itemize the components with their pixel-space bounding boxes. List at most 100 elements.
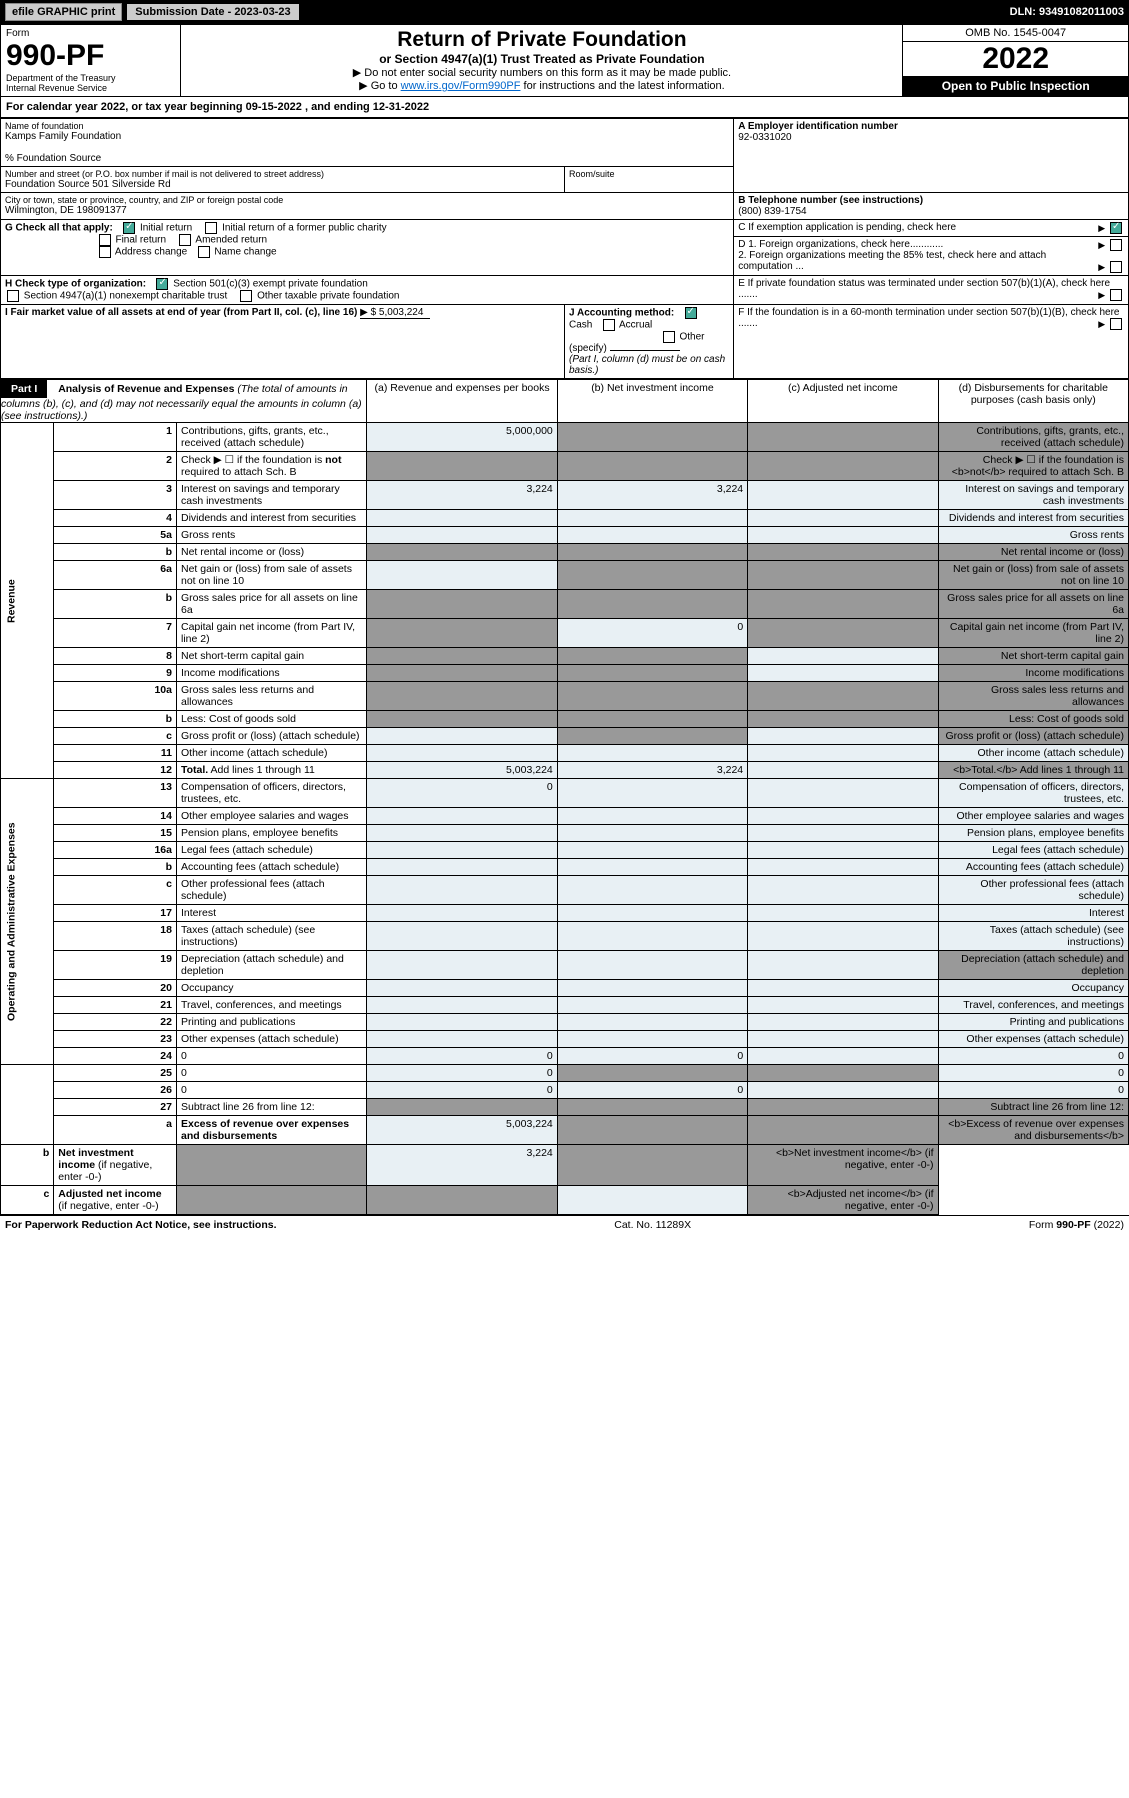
value-cell-b (557, 682, 747, 711)
row-description: Capital gain net income (from Part IV, l… (176, 619, 366, 648)
row-number: 13 (54, 779, 177, 808)
initial-public-checkbox[interactable] (205, 222, 217, 234)
h-other-checkbox[interactable] (240, 290, 252, 302)
value-cell-a (367, 682, 557, 711)
value-cell-a: 5,003,224 (367, 762, 557, 779)
h-opt-1: Section 4947(a)(1) nonexempt charitable … (24, 291, 227, 302)
d1-checkbox[interactable] (1110, 239, 1122, 251)
row-description: Printing and publications (176, 1014, 366, 1031)
efile-print-button[interactable]: efile GRAPHIC print (5, 3, 122, 21)
g-label: G Check all that apply: (5, 223, 113, 234)
j-accrual-checkbox[interactable] (603, 319, 615, 331)
value-cell-b (557, 561, 747, 590)
value-cell-a (367, 745, 557, 762)
value-cell-b (367, 1186, 557, 1215)
address-change-checkbox[interactable] (99, 246, 111, 258)
g-opt-2: Final return (115, 235, 166, 246)
value-cell-b: 0 (557, 619, 747, 648)
value-cell-d: Interest on savings and temporary cash i… (938, 481, 1128, 510)
row-description: Compensation of officers, directors, tru… (176, 779, 366, 808)
d2-checkbox[interactable] (1110, 261, 1122, 273)
form-header-table: Form 990-PF Department of the Treasury I… (0, 24, 1129, 97)
irs-label: Internal Revenue Service (6, 83, 175, 93)
row-description: Adjusted net income (if negative, enter … (54, 1186, 177, 1215)
row-number: 17 (54, 905, 177, 922)
value-cell-c (748, 997, 938, 1014)
value-cell-a: 0 (367, 1082, 557, 1099)
value-cell-a: 0 (367, 1048, 557, 1065)
value-cell-c (748, 619, 938, 648)
value-cell-d: 0 (938, 1048, 1128, 1065)
row-number: 7 (54, 619, 177, 648)
value-cell-d: Interest (938, 905, 1128, 922)
row-number: 15 (54, 825, 177, 842)
j-cash-checkbox[interactable] (685, 307, 697, 319)
value-cell-a (367, 527, 557, 544)
row-number: c (54, 728, 177, 745)
phone-label: B Telephone number (see instructions) (738, 195, 1124, 206)
row-number: 12 (54, 762, 177, 779)
value-cell-a (367, 825, 557, 842)
g-opt-1: Initial return of a former public charit… (222, 223, 387, 234)
name-change-checkbox[interactable] (198, 246, 210, 258)
j-other-checkbox[interactable] (663, 331, 675, 343)
value-cell-a (367, 711, 557, 728)
part1-title: Analysis of Revenue and Expenses (58, 383, 234, 395)
row-number: 3 (54, 481, 177, 510)
row-description: Pension plans, employee benefits (176, 825, 366, 842)
value-cell-d: Check ▶ ☐ if the foundation is <b>not</b… (938, 452, 1128, 481)
value-cell-b (557, 544, 747, 561)
row-description: Occupancy (176, 980, 366, 997)
value-cell-a (367, 510, 557, 527)
value-cell-d: Gross rents (938, 527, 1128, 544)
value-cell-c (748, 922, 938, 951)
row-number: 2 (54, 452, 177, 481)
row-number: 6a (54, 561, 177, 590)
addr-label: Number and street (or P.O. box number if… (5, 169, 560, 179)
row-number: 20 (54, 980, 177, 997)
value-cell-b (557, 997, 747, 1014)
value-cell-a (367, 905, 557, 922)
value-cell-d: Other employee salaries and wages (938, 808, 1128, 825)
value-cell-c (748, 1048, 938, 1065)
row-number: c (54, 876, 177, 905)
f-checkbox[interactable] (1110, 318, 1122, 330)
row-description: Check ▶ ☐ if the foundation is not requi… (176, 452, 366, 481)
j-opt-0: Cash (569, 320, 592, 331)
e-checkbox[interactable] (1110, 289, 1122, 301)
row-number: 4 (54, 510, 177, 527)
c-checkbox[interactable] (1110, 222, 1122, 234)
h-4947-checkbox[interactable] (7, 290, 19, 302)
value-cell-a: 3,224 (367, 481, 557, 510)
value-cell-c (748, 561, 938, 590)
amended-return-checkbox[interactable] (179, 234, 191, 246)
g-opt-3: Amended return (195, 235, 267, 246)
value-cell-d: Other income (attach schedule) (938, 745, 1128, 762)
value-cell-c (748, 1065, 938, 1082)
table-row: cGross profit or (loss) (attach schedule… (1, 728, 1129, 745)
row-number: 23 (54, 1031, 177, 1048)
h-501c3-checkbox[interactable] (156, 278, 168, 290)
value-cell-a (367, 859, 557, 876)
value-cell-b: 3,224 (367, 1145, 557, 1186)
value-cell-b (557, 1099, 747, 1116)
value-cell-c (748, 1014, 938, 1031)
value-cell-c (748, 876, 938, 905)
col-b-header: (b) Net investment income (557, 380, 747, 423)
table-row: 20OccupancyOccupancy (1, 980, 1129, 997)
row-number: 22 (54, 1014, 177, 1031)
row-number: 24 (54, 1048, 177, 1065)
value-cell-b (557, 905, 747, 922)
table-row: 260000 (1, 1082, 1129, 1099)
value-cell-c (748, 665, 938, 682)
row-description: Gross sales less returns and allowances (176, 682, 366, 711)
value-cell-d: Net rental income or (loss) (938, 544, 1128, 561)
value-cell-b (557, 951, 747, 980)
form-subtitle: or Section 4947(a)(1) Trust Treated as P… (186, 52, 897, 66)
final-return-checkbox[interactable] (99, 234, 111, 246)
row-number: 14 (54, 808, 177, 825)
value-cell-a (367, 1031, 557, 1048)
initial-return-checkbox[interactable] (123, 222, 135, 234)
table-row: 27Subtract line 26 from line 12:Subtract… (1, 1099, 1129, 1116)
irs-link[interactable]: www.irs.gov/Form990PF (401, 80, 521, 92)
